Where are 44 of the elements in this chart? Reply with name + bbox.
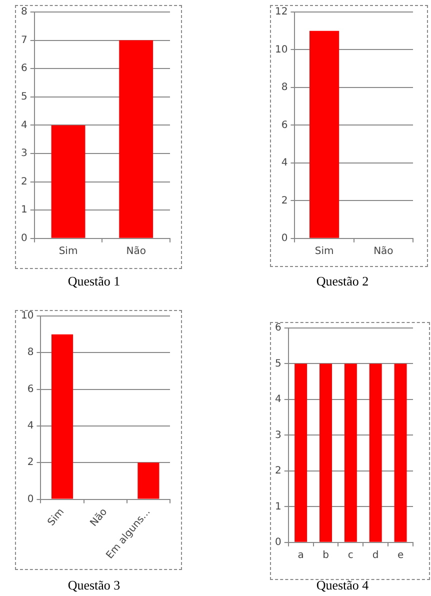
y-tick-label: 5 — [20, 91, 28, 102]
y-tick-label: 7 — [20, 34, 28, 46]
text: Questão 3 — [68, 578, 120, 593]
y-tick-label: 4 — [274, 394, 282, 406]
y-tick-label: 1 — [274, 501, 282, 512]
text: Questão 1 — [68, 274, 120, 289]
y-tick-label: 2 — [27, 457, 34, 468]
y-tick-label: 4 — [20, 120, 28, 131]
y-tick-label: 6 — [27, 384, 34, 395]
x-tick-label: Sim — [58, 246, 78, 257]
x-tick-label: c — [348, 550, 354, 561]
x-tick-label: a — [298, 550, 304, 561]
y-tick-label: 1 — [20, 204, 28, 216]
y-tick-label: 10 — [20, 310, 34, 322]
y-tick-label: 0 — [274, 536, 282, 548]
y-tick-label: 8 — [27, 347, 34, 358]
x-tick-label: e — [397, 550, 404, 561]
y-tick-label: 8 — [20, 6, 28, 18]
y-tick-label: 0 — [27, 494, 34, 505]
y-tick-label: 6 — [281, 120, 288, 131]
y-tick-label: 2 — [274, 466, 282, 477]
y-tick-label: 6 — [20, 63, 28, 74]
y-tick-label: 6 — [274, 322, 282, 334]
y-tick-label: 4 — [27, 420, 34, 432]
y-tick-label: 3 — [274, 430, 282, 441]
y-tick-label: 5 — [274, 358, 282, 370]
y-tick-label: 12 — [274, 6, 288, 18]
x-tick-label: Sim — [314, 246, 334, 257]
x-tick-label: d — [372, 550, 379, 561]
x-tick-label: Sim — [46, 506, 67, 528]
x-tick-label: b — [322, 550, 329, 561]
y-tick-label: 4 — [281, 158, 288, 169]
x-tick-label: Não — [126, 246, 146, 257]
y-tick-label: 0 — [281, 232, 288, 244]
x-tick-label: Não — [88, 506, 110, 529]
y-tick-label: 10 — [274, 44, 288, 56]
y-tick-label: 8 — [281, 82, 288, 94]
text: Questão 2 — [316, 274, 369, 289]
x-tick-label: Não — [374, 246, 394, 257]
y-tick-label: 2 — [281, 195, 288, 206]
y-tick-label: 3 — [20, 148, 28, 160]
y-tick-label: 2 — [20, 176, 28, 188]
y-tick-label: 0 — [20, 232, 28, 244]
text: Questão 4 — [316, 578, 370, 593]
